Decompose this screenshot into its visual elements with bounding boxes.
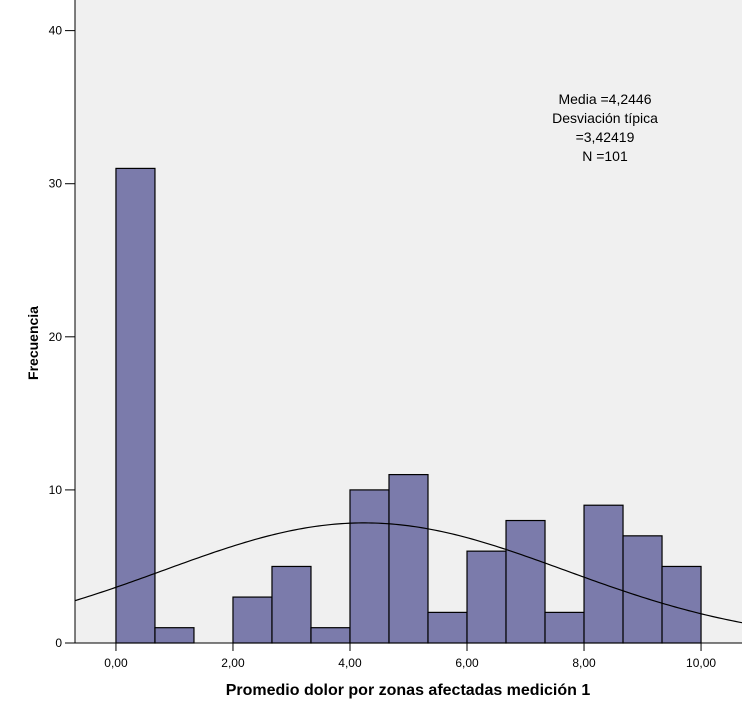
histogram-bar-7 (388, 473, 429, 644)
stats-mean: Media =4,2446 (558, 91, 651, 107)
histogram-bar-3 (232, 596, 273, 644)
y-tick-label-4: 40 (49, 24, 63, 38)
y-tick-label-3: 30 (49, 177, 63, 191)
stats-sd-value: =3,42419 (576, 129, 635, 145)
histogram-bar-5 (310, 627, 351, 644)
x-axis-ticks: 0,00 2,00 4,00 6,00 8,00 10,00 (104, 643, 716, 670)
normal-curve (74, 522, 742, 624)
histogram-bar-9 (466, 550, 507, 644)
x-tick-label-4: 8,00 (572, 656, 596, 670)
histogram-bar-0 (115, 167, 156, 644)
x-tick-label-3: 6,00 (455, 656, 479, 670)
y-axis-ticks: 0 10 20 30 40 (49, 24, 75, 650)
x-tick-label-1: 2,00 (221, 656, 245, 670)
x-axis-title: Promedio dolor por zonas afectadas medic… (226, 682, 591, 699)
x-tick-label-2: 4,00 (338, 656, 362, 670)
histogram-bar-1 (154, 627, 195, 644)
y-axis-title: Frecuencia (25, 306, 41, 380)
y-tick-label-0: 0 (55, 636, 62, 650)
x-tick-label-0: 0,00 (104, 656, 128, 670)
histogram-bar-12 (583, 504, 624, 644)
histogram-bar-6 (349, 489, 390, 644)
y-tick-label-2: 20 (49, 330, 63, 344)
histogram-bar-4 (271, 565, 312, 644)
stats-n: N =101 (582, 148, 628, 164)
histogram-bar-13 (622, 535, 663, 644)
histogram-bar-10 (505, 519, 546, 644)
y-tick-label-1: 10 (49, 483, 63, 497)
histogram-bar-8 (427, 611, 468, 644)
stats-sd-label: Desviación típica (552, 110, 658, 126)
x-tick-label-5: 10,00 (686, 656, 716, 670)
bars-group (115, 167, 702, 644)
histogram-bar-11 (544, 611, 585, 644)
